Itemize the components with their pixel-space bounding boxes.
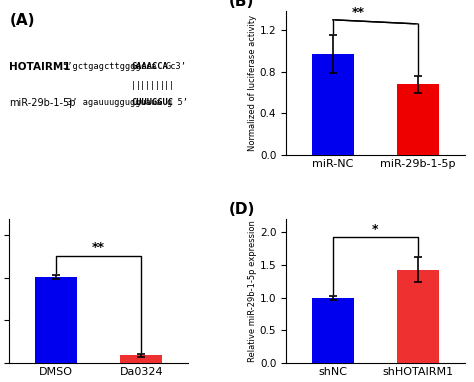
Bar	[397, 84, 439, 155]
Text: GAAACCA: GAAACCA	[132, 62, 168, 71]
Text: 5’gctgagcttggggcca: 5’gctgagcttggggcca	[62, 62, 156, 71]
Text: |: |	[169, 81, 174, 90]
Text: |: |	[131, 81, 136, 90]
Text: (B): (B)	[229, 0, 255, 9]
Text: **: **	[352, 6, 365, 19]
Bar	[311, 54, 354, 155]
Bar	[35, 277, 77, 363]
Text: HOTAIRM1: HOTAIRM1	[9, 62, 71, 72]
Text: g 5’: g 5’	[167, 97, 188, 107]
Text: |: |	[150, 81, 155, 90]
Text: |: |	[160, 81, 164, 90]
Text: |: |	[164, 81, 169, 90]
Text: *: *	[372, 223, 379, 236]
Text: (A): (A)	[9, 13, 35, 28]
Text: 3’ agauuuggugguaua: 3’ agauuuggugguaua	[67, 97, 162, 107]
Text: |: |	[140, 81, 145, 90]
Text: CUUUGGUC: CUUUGGUC	[132, 97, 173, 107]
Text: miR-29b-1-5p: miR-29b-1-5p	[9, 97, 76, 107]
Text: **: **	[92, 241, 105, 254]
Bar	[120, 355, 163, 363]
Text: Gc3’: Gc3’	[165, 62, 187, 71]
Y-axis label: Normalized of luciferase activity: Normalized of luciferase activity	[248, 15, 257, 151]
Text: |: |	[155, 81, 160, 90]
Y-axis label: Relative miR-29b-1-5p expression: Relative miR-29b-1-5p expression	[248, 220, 257, 362]
Text: (D): (D)	[229, 202, 255, 217]
Bar	[397, 270, 439, 363]
Text: |: |	[145, 81, 150, 90]
Bar	[311, 298, 354, 363]
Text: |: |	[136, 81, 140, 90]
